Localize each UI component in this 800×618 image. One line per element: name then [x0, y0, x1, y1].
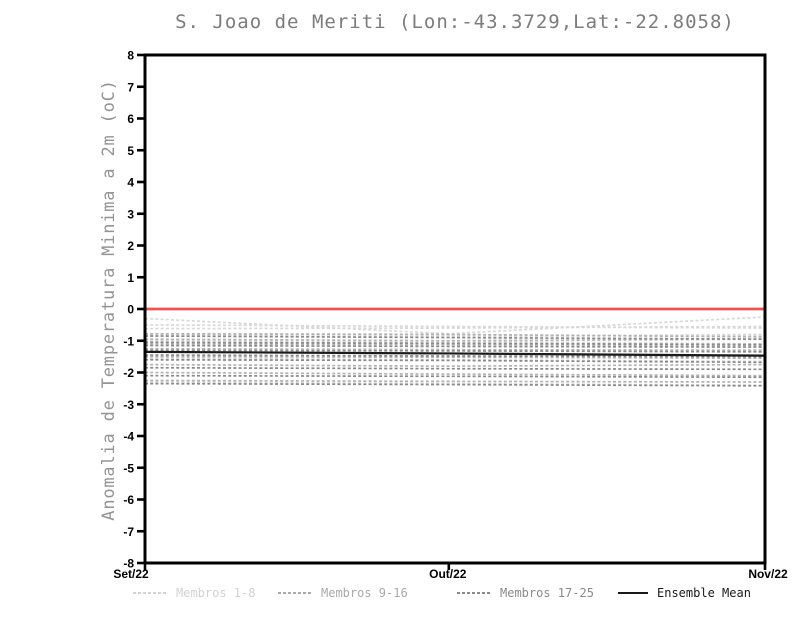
member-line: [144, 347, 766, 352]
legend-item-membros-9-16: Membros 9-16: [278, 586, 408, 600]
y-tick-label: -2: [123, 366, 134, 380]
y-tick-label: -6: [123, 493, 134, 507]
member-line: [144, 374, 766, 379]
legend-line-sample-membros-9-16: [278, 592, 312, 594]
legend-item-membros-17-25: Membros 17-25: [457, 586, 594, 600]
member-line: [144, 335, 766, 341]
legend-label: Membros 1-8: [176, 586, 256, 600]
y-tick-label: 7: [127, 80, 134, 94]
member-line: [144, 338, 766, 342]
x-tick-label: Nov/22: [748, 567, 788, 581]
legend-line-sample-membros-1-8: [133, 592, 167, 594]
legend-line-sample-ensemble-mean: [618, 592, 648, 594]
member-line: [144, 358, 766, 364]
legend-line-sample-membros-17-25: [457, 592, 491, 594]
member-line: [144, 379, 766, 383]
x-tick-label: Out/22: [429, 567, 467, 581]
x-tick-label: Set/22: [113, 567, 149, 581]
legend-label: Membros 17-25: [500, 586, 594, 600]
member-line: [144, 366, 766, 371]
y-tick-label: 5: [127, 144, 134, 158]
member-line: [144, 332, 766, 338]
y-tick-label: -1: [123, 334, 134, 348]
y-tick-label: -8: [123, 557, 134, 571]
legend-label: Membros 9-16: [321, 586, 408, 600]
legend-item-membros-1-8: Membros 1-8: [133, 586, 255, 600]
y-tick-label: 0: [127, 303, 134, 317]
member-line: [144, 363, 766, 368]
y-tick-label: -7: [123, 525, 134, 539]
y-tick-label: 1: [127, 271, 134, 285]
y-tick-label: 4: [127, 176, 134, 190]
member-line: [144, 325, 766, 330]
chart-title: S. Joao de Meriti (Lon:-43.3729,Lat:-22.…: [175, 11, 735, 33]
legend-item-ensemble-mean: Ensemble Mean: [618, 586, 751, 600]
member-line: [144, 341, 766, 346]
y-tick-label: -3: [123, 398, 134, 412]
y-tick-label: 6: [127, 112, 134, 126]
legend-label: Ensemble Mean: [657, 586, 751, 600]
y-tick-label: -4: [123, 430, 134, 444]
member-line: [144, 355, 766, 360]
ensemble-mean-line: [144, 350, 766, 357]
member-line: [144, 344, 766, 348]
y-tick-label: -5: [123, 461, 134, 475]
y-tick-label: 8: [127, 49, 134, 63]
y-tick-label: 3: [127, 207, 134, 221]
member-line: [144, 382, 766, 387]
member-line: [144, 354, 766, 358]
member-line: [144, 381, 766, 387]
member-line: [144, 316, 766, 335]
member-line: [144, 343, 766, 347]
y-tick-label: 2: [127, 239, 134, 253]
member-line: [144, 349, 766, 353]
member-line: [144, 371, 766, 377]
member-line: [144, 324, 766, 329]
